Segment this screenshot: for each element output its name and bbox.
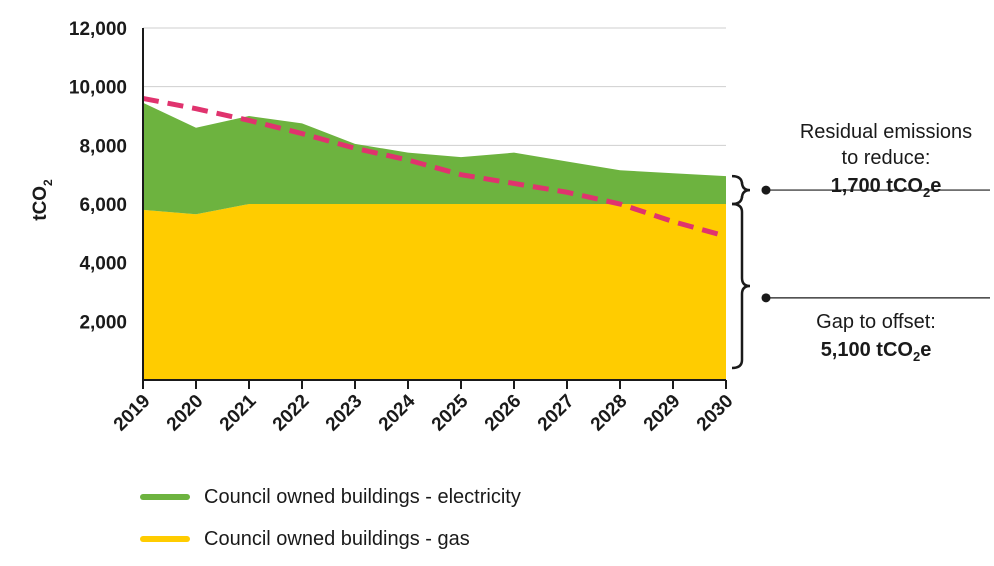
axes [142, 28, 727, 389]
legend-item-gas: Council owned buildings - gas [140, 524, 521, 554]
y-tick-labels: 2,000 4,000 6,000 8,000 10,000 12,000 [69, 19, 127, 333]
y-axis-label: tCO2 [30, 179, 55, 221]
x-tick-2022: 2022 [269, 391, 314, 436]
annotation-residual-line1: Residual emissions [800, 121, 972, 143]
legend-swatch-electricity [140, 494, 190, 500]
area-electricity [143, 102, 726, 215]
y-tick-12000: 12,000 [69, 19, 127, 40]
legend-label-electricity: Council owned buildings - electricity [204, 485, 521, 508]
x-tick-2028: 2028 [587, 391, 632, 436]
legend: Council owned buildings - electricity Co… [140, 482, 521, 566]
x-tick-2020: 2020 [163, 391, 208, 436]
x-tick-2023: 2023 [322, 391, 367, 436]
legend-swatch-gas [140, 536, 190, 542]
x-tick-2029: 2029 [640, 391, 685, 436]
annotation-residual-value: 1,700 tCO2e [831, 175, 942, 200]
area-series [143, 102, 726, 380]
y-tick-6000: 6,000 [79, 195, 127, 216]
y-tick-10000: 10,000 [69, 78, 127, 99]
annotation-gap-line1: Gap to offset: [816, 311, 936, 333]
x-tick-2026: 2026 [481, 391, 526, 436]
x-tick-2019: 2019 [110, 391, 155, 436]
x-tick-2030: 2030 [693, 391, 738, 436]
legend-item-electricity: Council owned buildings - electricity [140, 482, 521, 512]
y-tick-8000: 8,000 [79, 136, 127, 157]
x-tick-2025: 2025 [428, 390, 473, 435]
annotation-gap-value: 5,100 tCO2e [821, 339, 932, 364]
annotation-residual-line2: to reduce: [842, 147, 931, 169]
area-gas [143, 204, 726, 380]
bracket-gap [731, 202, 751, 370]
y-tick-4000: 4,000 [79, 254, 127, 275]
x-tick-2027: 2027 [534, 391, 579, 436]
x-tick-2024: 2024 [375, 390, 420, 435]
x-tick-labels: 2019 2020 2021 2022 2023 2024 2025 2026 2027 2028… [110, 390, 738, 435]
annotation-residual-emissions: Residual emissions to reduce: 1,700 tCO2… [800, 121, 972, 200]
bracket-residual [731, 174, 751, 206]
x-tick-2021: 2021 [216, 390, 261, 435]
annotation-gap-to-offset: Gap to offset: 5,100 tCO2e [816, 311, 936, 364]
y-tick-2000: 2,000 [79, 312, 127, 333]
legend-label-gas: Council owned buildings - gas [204, 527, 470, 550]
gap-brackets [731, 174, 990, 370]
